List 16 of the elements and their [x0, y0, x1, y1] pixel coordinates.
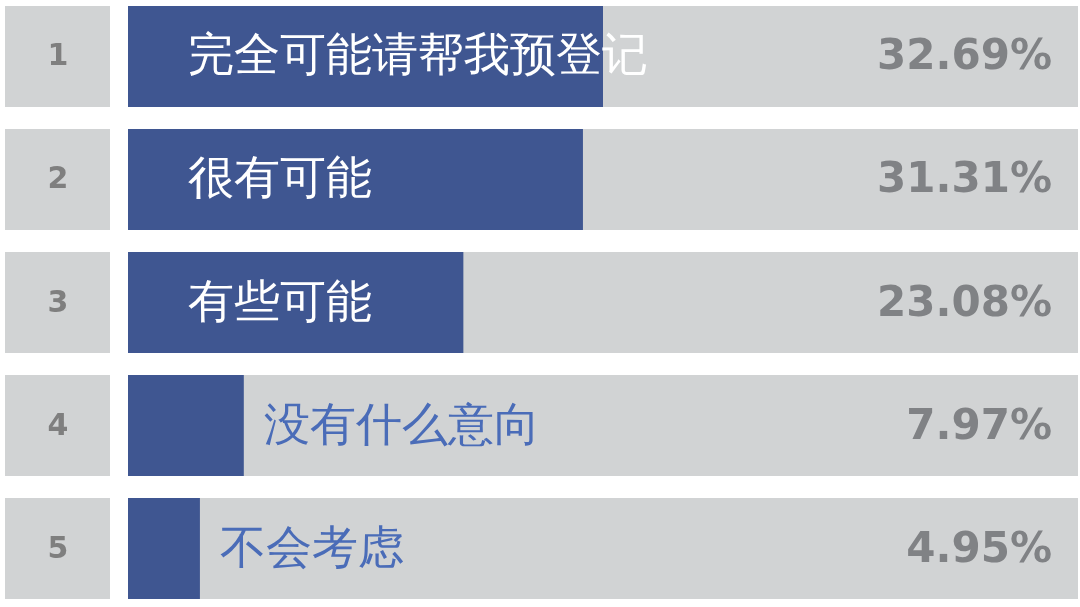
data-label: 23.08% [877, 276, 1052, 326]
y-tick-label: 不会考虑 [219, 519, 404, 574]
text: 2 [47, 160, 69, 196]
bar [128, 375, 244, 476]
y-tick-label: 有些可能 [188, 273, 372, 328]
text: 4 [47, 406, 69, 442]
data-label: 7.97% [906, 399, 1052, 449]
y-tick-label: 没有什么意向 [263, 396, 540, 451]
data-label: 32.69% [877, 30, 1052, 80]
data-label: 31.31% [877, 153, 1052, 203]
data-label: 4.95% [906, 522, 1052, 572]
text: 5 [47, 529, 69, 565]
y-tick-label: 很有可能 [188, 150, 372, 205]
text: 3 [47, 283, 69, 319]
text: 1 [47, 37, 69, 73]
bar [128, 498, 200, 599]
